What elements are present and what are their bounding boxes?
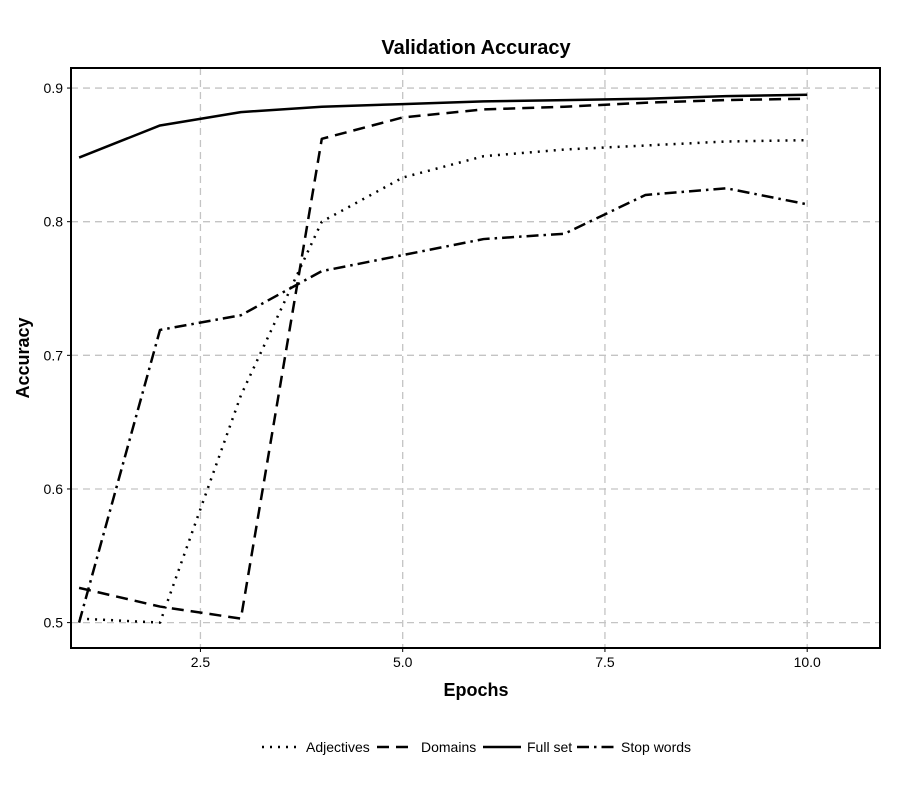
grid bbox=[71, 68, 880, 648]
legend: Adjectives Domains Full set Stop words bbox=[262, 739, 691, 755]
axis-ticks: 2.5 5.0 7.5 10.0 0.5 0.6 0.7 0.8 0.9 bbox=[44, 80, 821, 670]
chart-title: Validation Accuracy bbox=[381, 37, 571, 59]
x-tick-label: 7.5 bbox=[595, 654, 615, 670]
x-tick-label: 10.0 bbox=[794, 654, 821, 670]
y-axis-label: Accuracy bbox=[13, 317, 33, 398]
y-tick-label: 0.7 bbox=[44, 347, 64, 363]
legend-label: Adjectives bbox=[306, 739, 370, 755]
y-tick-label: 0.9 bbox=[44, 80, 64, 96]
legend-label: Domains bbox=[421, 739, 476, 755]
series-line-domains bbox=[78, 97, 808, 620]
x-tick-label: 5.0 bbox=[393, 654, 413, 670]
plot-area bbox=[70, 67, 881, 649]
legend-label: Stop words bbox=[621, 739, 691, 755]
legend-label: Full set bbox=[527, 739, 572, 755]
y-tick-label: 0.5 bbox=[44, 615, 64, 631]
series-lines bbox=[77, 93, 808, 624]
series-line-stop-words bbox=[77, 187, 808, 623]
y-tick-label: 0.8 bbox=[44, 214, 64, 230]
y-tick-label: 0.6 bbox=[44, 481, 64, 497]
series-line-full-set bbox=[78, 93, 808, 159]
series-line-adjectives bbox=[79, 138, 808, 624]
x-tick-label: 2.5 bbox=[191, 654, 211, 670]
x-axis-label: Epochs bbox=[443, 680, 508, 700]
